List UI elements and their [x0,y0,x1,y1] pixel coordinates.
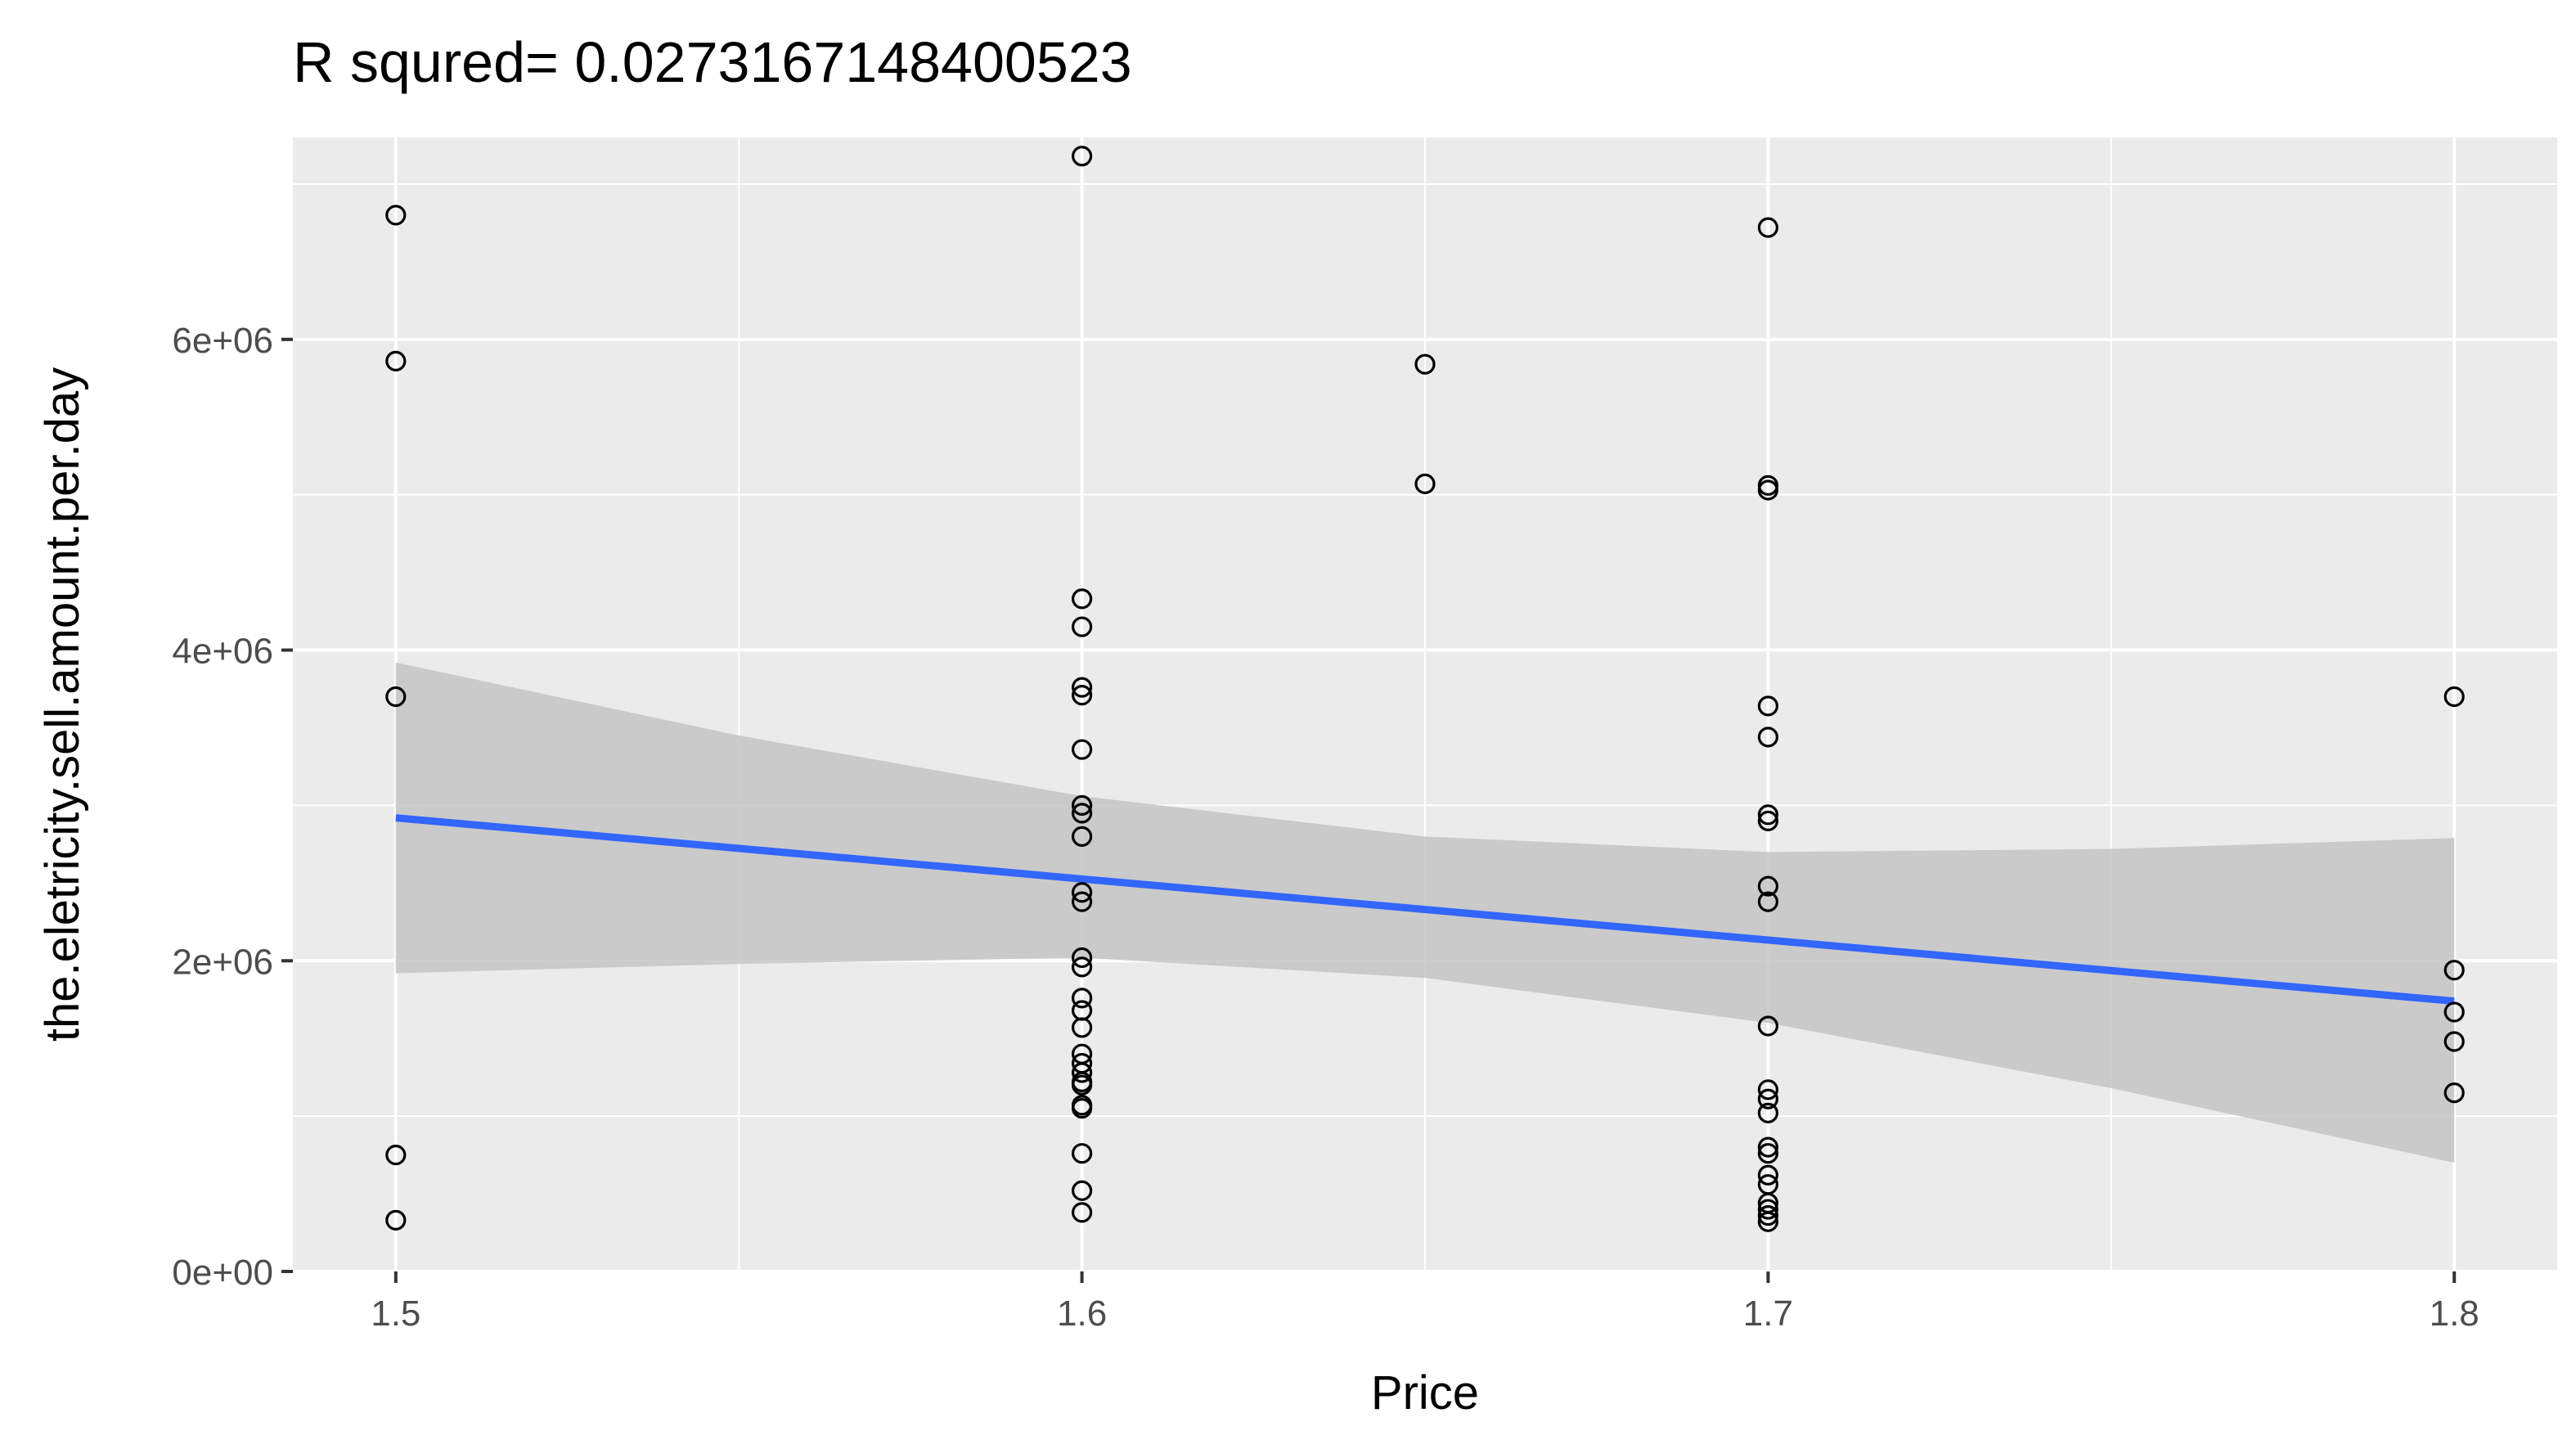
data-point [1072,891,1093,912]
data-point [2443,1031,2465,1052]
data-point [1072,988,1093,1009]
data-point [385,686,407,708]
data-point [1757,1079,1778,1100]
y-axis: 0e+00 2e+06 4e+06 6e+06 [172,321,293,1293]
y-tick-label: 4e+06 [172,632,273,672]
regression-line [395,814,2455,1006]
x-tick-label: 1.7 [1743,1294,1793,1334]
data-point [1757,1088,1778,1109]
data-point [2443,960,2465,981]
data-point [1072,1098,1093,1119]
y-axis-title: the.eletricity.sell.amount.per.day [36,367,89,1042]
data-point [1072,826,1093,847]
data-point [2443,686,2465,708]
data-point [1757,1102,1778,1123]
data-point [1757,1136,1778,1158]
chart-title: R squred= 0.0273167148400523 [293,30,1132,94]
data-point [1072,947,1093,969]
y-tick-label: 6e+06 [172,321,273,361]
data-point [1757,891,1778,912]
data-point [1072,739,1093,760]
data-point [1757,217,1778,238]
data-point [1757,479,1778,501]
data-point [1757,727,1778,748]
data-point [1757,1211,1778,1232]
data-point [2443,1082,2465,1104]
x-tick-label: 1.6 [1057,1294,1107,1334]
data-point [1757,875,1778,897]
y-tick-label: 2e+06 [172,942,273,982]
data-point [1072,1017,1093,1038]
data-points [385,146,2465,1232]
data-point [1072,1202,1093,1223]
x-axis-title: Price [1371,1366,1479,1420]
data-point [1072,588,1093,610]
data-point [1414,473,1436,494]
data-point [385,205,407,226]
data-point [1757,804,1778,826]
data-point [1072,956,1093,978]
data-point [1072,1180,1093,1201]
data-point [1072,1143,1093,1164]
data-point [1072,794,1093,817]
data-point [1757,1164,1778,1186]
data-point [1072,882,1093,903]
data-point [1757,1143,1778,1164]
data-point [1414,353,1436,375]
y-tick-label: 0e+00 [172,1253,273,1293]
data-point [1757,695,1778,717]
data-point [1072,616,1093,637]
data-point [1072,677,1093,698]
data-point [385,1209,407,1231]
data-point [1757,1015,1778,1037]
data-point [1757,810,1778,831]
data-point [1072,803,1093,824]
data-point [1072,1074,1093,1096]
data-point [1757,1205,1778,1226]
fit-line-layer [395,814,2455,1006]
data-point [1072,1062,1093,1083]
data-point [1072,146,1093,167]
data-point [1757,1199,1778,1220]
x-axis: 1.5 1.6 1.7 1.8 [371,1271,2479,1334]
data-point [1072,685,1093,706]
x-tick-label: 1.8 [2430,1294,2479,1334]
data-point [385,1145,407,1166]
grid-minor [293,137,2557,1271]
x-tick-label: 1.5 [371,1294,420,1334]
data-point [2443,1001,2465,1023]
data-point [385,350,407,372]
